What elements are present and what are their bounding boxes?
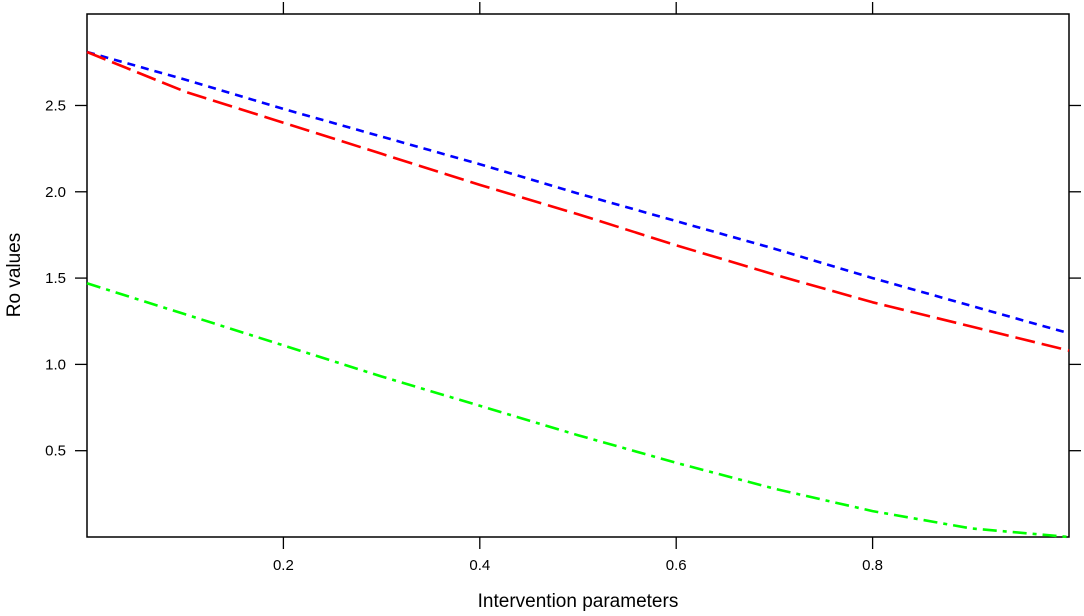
series-line-3: [86, 282, 1070, 539]
series-line-2: [86, 50, 1070, 352]
y-tick-label: 1.0: [45, 356, 66, 373]
y-axis-title: Ro values: [4, 233, 25, 318]
plot-frame: [86, 13, 1070, 538]
x-tick-label: 0.8: [862, 557, 883, 574]
y-tick-label: 0.5: [45, 443, 66, 460]
y-tick-label: 1.5: [45, 270, 66, 287]
axis-ticks: [75, 2, 1081, 549]
y-tick-label: 2.5: [45, 97, 66, 114]
y-tick-label: 2.0: [45, 184, 66, 201]
series-line-1: [86, 50, 1070, 335]
x-tick-label: 0.2: [273, 557, 294, 574]
x-axis-title: Intervention parameters: [478, 591, 679, 612]
axis-tick-labels: 0.2 0.4 0.6 0.8 0.5 1.0 1.5 2.0 2.5: [45, 97, 883, 574]
series-layer: [86, 50, 1070, 539]
x-tick-label: 0.6: [666, 557, 687, 574]
x-tick-label: 0.4: [469, 557, 490, 574]
